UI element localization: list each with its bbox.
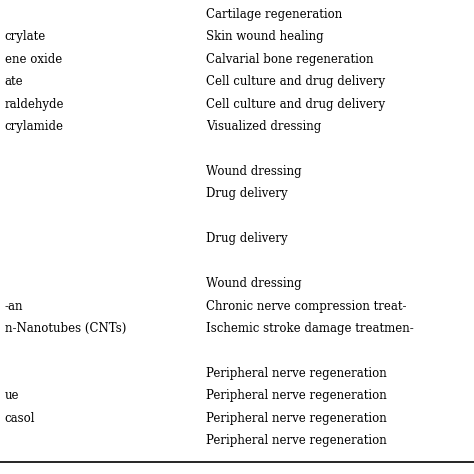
Text: Cell culture and drug delivery: Cell culture and drug delivery [206, 75, 385, 88]
Text: Peripheral nerve regeneration: Peripheral nerve regeneration [206, 367, 387, 380]
Text: Chronic nerve compression treat-: Chronic nerve compression treat- [206, 300, 407, 313]
Text: Drug delivery: Drug delivery [206, 232, 288, 245]
Text: Skin wound healing: Skin wound healing [206, 30, 324, 43]
Text: raldehyde: raldehyde [5, 98, 64, 110]
Text: ate: ate [5, 75, 23, 88]
Text: casol: casol [5, 412, 35, 425]
Text: Wound dressing: Wound dressing [206, 165, 302, 178]
Text: Wound dressing: Wound dressing [206, 277, 302, 290]
Text: Peripheral nerve regeneration: Peripheral nerve regeneration [206, 434, 387, 447]
Text: ene oxide: ene oxide [5, 53, 62, 65]
Text: crylamide: crylamide [5, 120, 64, 133]
Text: -an: -an [5, 300, 23, 313]
Text: Cartilage regeneration: Cartilage regeneration [206, 8, 342, 21]
Text: n-Nanotubes (CNTs): n-Nanotubes (CNTs) [5, 322, 126, 335]
Text: ue: ue [5, 390, 19, 402]
Text: Drug delivery: Drug delivery [206, 187, 288, 201]
Text: Visualized dressing: Visualized dressing [206, 120, 321, 133]
Text: Calvarial bone regeneration: Calvarial bone regeneration [206, 53, 374, 65]
Text: Peripheral nerve regeneration: Peripheral nerve regeneration [206, 390, 387, 402]
Text: Cell culture and drug delivery: Cell culture and drug delivery [206, 98, 385, 110]
Text: crylate: crylate [5, 30, 46, 43]
Text: Peripheral nerve regeneration: Peripheral nerve regeneration [206, 412, 387, 425]
Text: Ischemic stroke damage treatmen-: Ischemic stroke damage treatmen- [206, 322, 414, 335]
